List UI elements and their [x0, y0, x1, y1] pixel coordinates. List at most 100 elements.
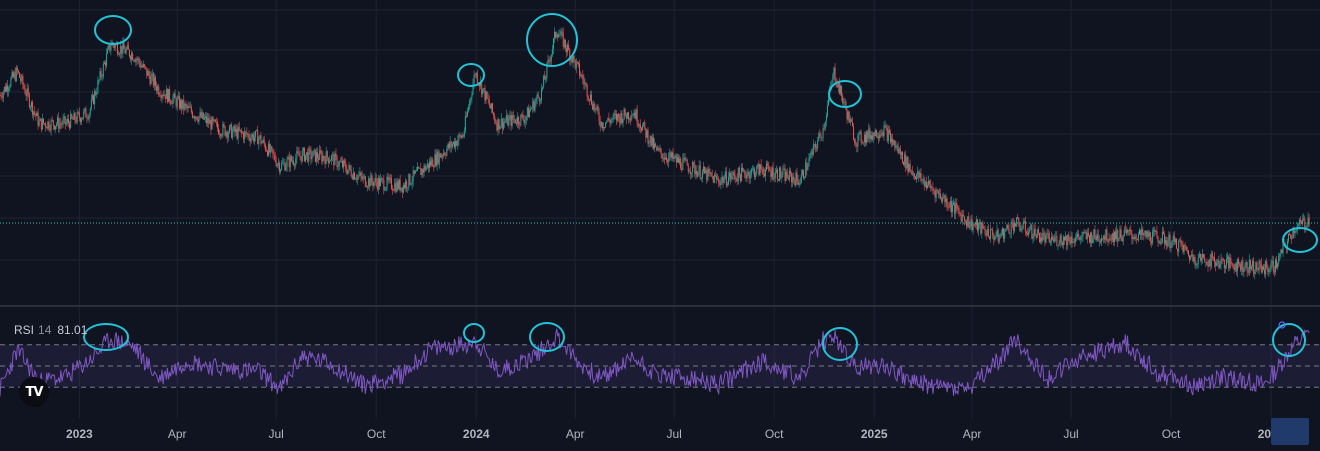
candle-body: [879, 134, 881, 139]
candle: [1118, 237, 1120, 242]
candle: [414, 169, 416, 175]
candle-body: [1015, 223, 1017, 227]
candle-body: [749, 174, 751, 179]
candle: [1276, 255, 1278, 270]
candle: [1134, 233, 1136, 242]
candle: [507, 112, 509, 126]
tradingview-logo[interactable]: TV: [19, 377, 49, 407]
candle: [278, 160, 280, 175]
candle: [1030, 222, 1032, 231]
candle: [3, 86, 5, 95]
candle: [163, 89, 165, 97]
rsi-highlight-ellipse-0: [83, 323, 129, 351]
candle-body: [496, 123, 498, 131]
candle-body: [209, 120, 211, 124]
candle-body: [642, 125, 644, 131]
candle-body: [733, 172, 735, 175]
candle: [128, 48, 130, 59]
candle: [881, 128, 883, 137]
candle-body: [1121, 237, 1123, 242]
candle-body: [635, 109, 637, 119]
candle: [50, 117, 52, 136]
candle-body: [1165, 240, 1167, 244]
candle-body: [1273, 270, 1275, 273]
candle: [1198, 250, 1200, 259]
candle: [1062, 234, 1064, 250]
candle: [1219, 261, 1221, 270]
candle: [1237, 256, 1239, 268]
candle-body: [569, 49, 571, 61]
candle-body: [234, 126, 236, 133]
candle: [188, 102, 190, 108]
candle: [517, 112, 519, 129]
candle: [1094, 225, 1096, 240]
candle-body: [533, 100, 535, 111]
candle-body: [1232, 263, 1234, 269]
candle-body: [1037, 229, 1039, 233]
candle-body: [8, 88, 10, 92]
candle: [782, 165, 784, 178]
candle: [198, 115, 200, 125]
candle: [949, 197, 951, 213]
candle: [109, 44, 111, 53]
candle-body: [298, 152, 300, 157]
candle: [757, 163, 759, 169]
candle: [581, 73, 583, 79]
candle-body: [499, 126, 501, 130]
candle: [574, 59, 576, 71]
candle-body: [75, 120, 77, 123]
annotations: [83, 13, 1318, 361]
candle-body: [207, 118, 209, 124]
rsi-legend[interactable]: RSI 14 81.01: [14, 323, 87, 337]
candle: [1016, 217, 1018, 228]
candle: [175, 96, 177, 110]
candle: [377, 175, 379, 195]
candle: [434, 149, 436, 168]
candle: [972, 221, 974, 235]
candle-body: [258, 137, 260, 145]
candle: [1222, 257, 1224, 262]
candle: [976, 218, 978, 234]
candle-body: [1022, 222, 1024, 229]
candle: [219, 129, 221, 139]
candle-body: [878, 137, 880, 139]
candle: [584, 78, 586, 90]
candle: [684, 152, 686, 163]
candle: [863, 131, 865, 147]
candle: [1304, 215, 1306, 233]
candle-body: [81, 119, 83, 123]
candle-body: [579, 63, 581, 76]
candle: [637, 119, 639, 129]
candle-body: [1008, 228, 1010, 234]
candle-body: [1225, 258, 1227, 266]
candle-body: [1189, 255, 1191, 260]
candle: [1210, 250, 1212, 270]
candle: [228, 124, 230, 134]
candle: [854, 137, 856, 146]
candle-body: [551, 49, 553, 55]
candle: [472, 78, 474, 96]
candle: [271, 145, 273, 153]
candle-body: [1246, 262, 1248, 272]
candle: [931, 185, 933, 191]
candle-body: [907, 156, 909, 172]
candle-body: [1295, 230, 1297, 232]
candle: [537, 91, 539, 98]
candle: [385, 186, 387, 192]
candle: [1287, 233, 1289, 244]
candle-body: [303, 148, 305, 161]
candle-body: [769, 170, 771, 172]
candle-body: [214, 119, 216, 123]
candle: [134, 58, 136, 63]
candle-body: [353, 172, 355, 180]
candle: [176, 95, 178, 112]
candle-body: [10, 78, 12, 87]
candle-body: [247, 134, 249, 136]
candle-body: [823, 128, 825, 129]
candle-body: [918, 171, 920, 178]
candle: [1236, 258, 1238, 278]
candle-body: [1100, 238, 1102, 243]
candle: [1217, 258, 1219, 267]
candle: [207, 112, 209, 128]
